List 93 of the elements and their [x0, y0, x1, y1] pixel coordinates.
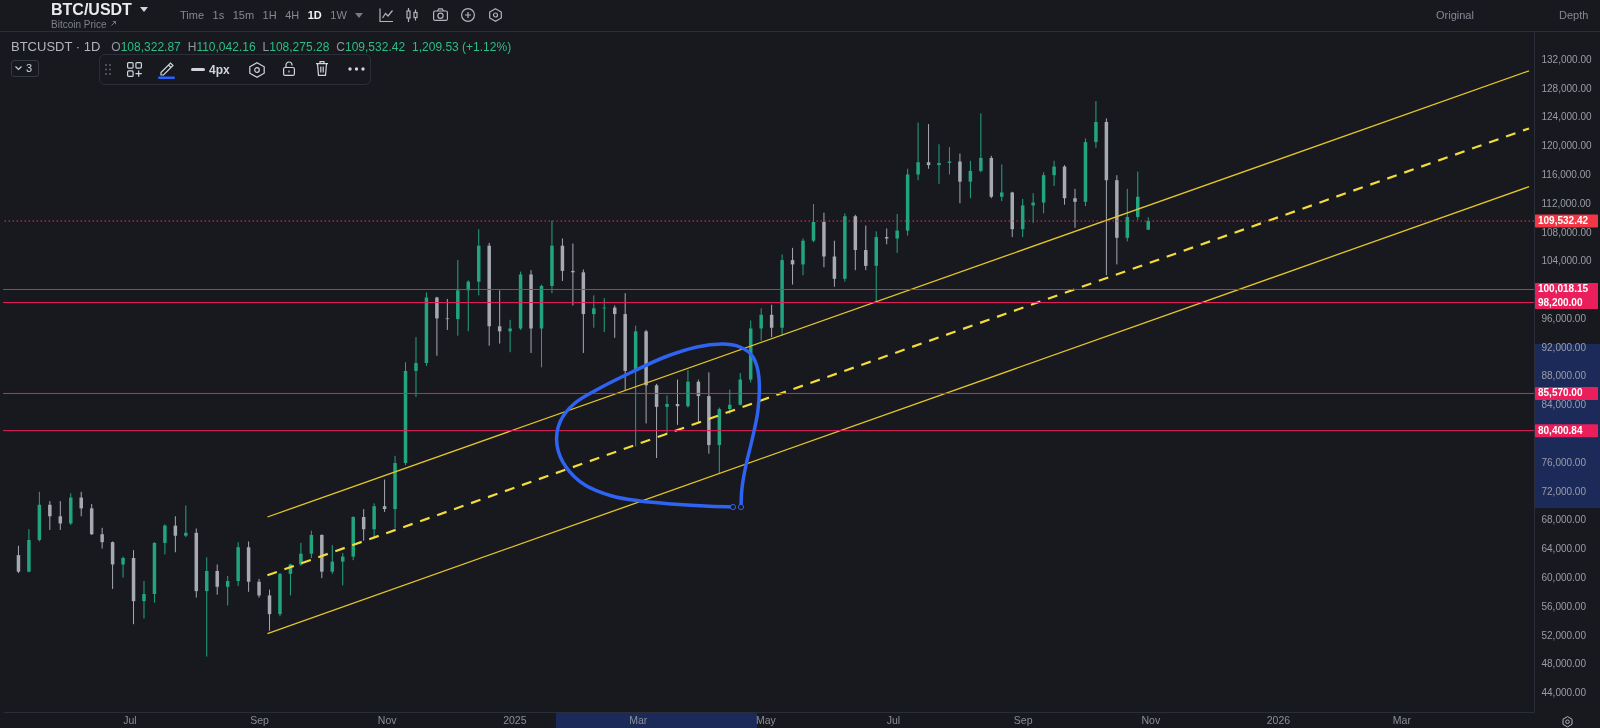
candlestick [382, 479, 387, 513]
candlestick [665, 394, 669, 435]
candlestick [205, 556, 209, 658]
candlestick [79, 491, 83, 517]
candlestick [895, 213, 899, 254]
candlestick [979, 112, 983, 173]
y-tick-label: 56,000.00 [1541, 600, 1587, 612]
x-tick-label: Nov [1141, 713, 1161, 726]
candlestick [1094, 100, 1098, 149]
x-tick-label: Jul [886, 713, 901, 726]
text: 15m [232, 9, 255, 21]
ref-line-label: 80,400.84 [1538, 424, 1583, 436]
y-tick-label: 64,000.00 [1541, 543, 1587, 555]
candlestick [414, 336, 418, 398]
candlestick [508, 319, 512, 353]
candlestick [299, 542, 303, 567]
annotation: 4px [209, 63, 230, 77]
candlestick [184, 504, 188, 538]
y-tick-label: 108,000.00 [1541, 226, 1592, 238]
candlestick [801, 238, 805, 276]
text: 1W [330, 9, 347, 21]
candlestick [1052, 160, 1056, 187]
y-tick-label: 128,000.00 [1541, 82, 1592, 94]
x-tick-label: 2025 [503, 713, 527, 726]
candlestick [48, 500, 52, 531]
candlestick [937, 143, 941, 185]
y-tick-label: 124,000.00 [1541, 111, 1592, 123]
candlestick [958, 153, 962, 204]
y-tick-label: 48,000.00 [1541, 658, 1587, 670]
text: 1H [262, 9, 277, 21]
candlestick [215, 563, 219, 596]
text: Depth [1559, 9, 1589, 21]
ref-line-label: 100,018.15 [1538, 283, 1589, 295]
annotation: C109,532.42 [336, 40, 406, 54]
x-tick-label: Sep [250, 713, 270, 726]
x-tick-label: 2026 [1266, 713, 1291, 726]
candlestick [926, 123, 931, 170]
candlestick [864, 225, 868, 271]
x-tick-label: Sep [1013, 713, 1033, 726]
candlestick [121, 556, 125, 578]
y-tick-label: 116,000.00 [1541, 168, 1592, 180]
annotation: H110,042.16 [187, 40, 256, 54]
text: Time [180, 9, 205, 21]
y-tick-label: 52,000.00 [1541, 629, 1587, 641]
y-tick-label: 112,000.00 [1541, 197, 1592, 209]
toggle-button: 3 [11, 60, 39, 77]
x-tick-label: Mar [1392, 713, 1412, 726]
y-tick-label: 44,000.00 [1541, 687, 1587, 699]
candlestick [592, 294, 596, 329]
text: 1s [212, 9, 225, 21]
candlestick [257, 578, 261, 599]
y-tick-label: 84,000.00 [1541, 399, 1587, 411]
x-tick-label: Mar [629, 713, 648, 726]
candlestick [372, 502, 376, 539]
candlestick [1000, 163, 1004, 202]
annotation: 3 [26, 62, 33, 74]
y-tick-label: 92,000.00 [1541, 341, 1587, 353]
x-tick-label: Nov [377, 713, 398, 726]
y-tick-label: 88,000.00 [1541, 370, 1587, 382]
text: 4H [285, 9, 300, 21]
text: 1D [307, 9, 322, 21]
annotation: BTCUSDT · 1D [11, 39, 101, 54]
drawing-toolbar: 4px [99, 54, 371, 85]
x-tick-label: May [755, 713, 777, 726]
candlestick [435, 296, 439, 357]
y-tick-label: 72,000.00 [1541, 485, 1587, 497]
candlestick [163, 523, 167, 555]
y-tick-label: 68,000.00 [1541, 514, 1587, 526]
y-tick-label: 120,000.00 [1541, 140, 1592, 152]
ref-line-label: 109,532.42 [1538, 215, 1589, 227]
chart-title: BTC/USDT [51, 1, 132, 18]
y-tick-label: 60,000.00 [1541, 571, 1587, 583]
candlestick [1073, 188, 1077, 229]
y-tick-label: 96,000.00 [1541, 312, 1587, 324]
candlestick [100, 527, 104, 550]
candlestick [1136, 171, 1140, 221]
y-tick-label: 104,000.00 [1541, 255, 1592, 267]
text: Original [1436, 9, 1474, 21]
candlestick [225, 575, 230, 606]
candlestick [445, 298, 450, 331]
candlestick [759, 307, 763, 342]
x-tick-label: Jul [123, 713, 137, 726]
annotation: L108,275.28 [262, 40, 330, 54]
candlestick [916, 122, 920, 181]
y-tick-label: 76,000.00 [1541, 456, 1587, 468]
chart-subtitle: Bitcoin Price [51, 19, 107, 30]
annotation: O108,322.87 [111, 40, 181, 54]
ref-line-label: 98,200.00 [1538, 296, 1583, 308]
ref-line-label: 85,570.00 [1538, 387, 1583, 399]
candlestick [728, 389, 732, 415]
y-tick-label: 132,000.00 [1541, 53, 1592, 65]
candlestick [142, 580, 146, 619]
annotation: 1,209.53 (+1.12%) [412, 40, 512, 54]
